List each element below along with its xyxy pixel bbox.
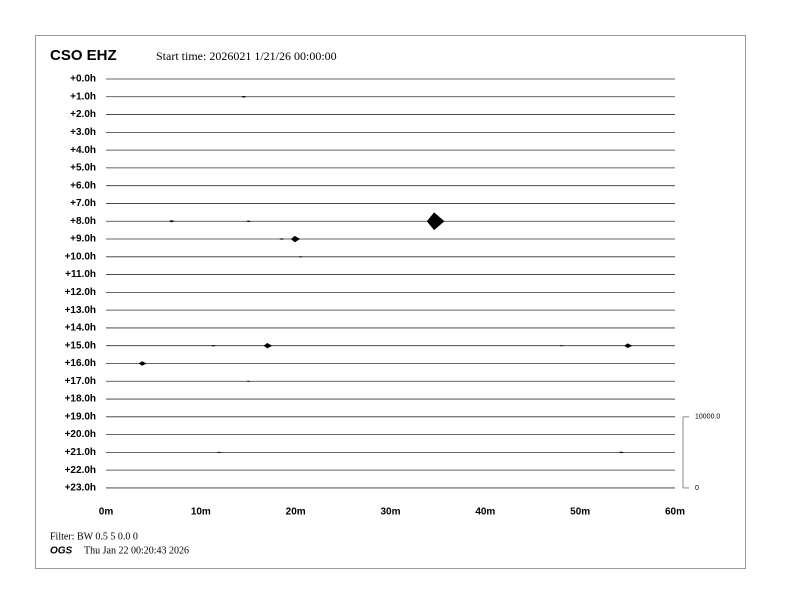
- row-label: +1.0h: [70, 91, 96, 102]
- row-label: +8.0h: [70, 216, 96, 227]
- row-label: +13.0h: [65, 305, 96, 316]
- row-label: +4.0h: [70, 145, 96, 156]
- event: [245, 220, 252, 222]
- x-tick-label: 10m: [191, 507, 211, 518]
- row-label: +15.0h: [65, 340, 96, 351]
- event: [290, 235, 301, 243]
- row-label: +3.0h: [70, 127, 96, 138]
- event: [245, 380, 252, 382]
- event: [558, 345, 565, 347]
- event: [618, 451, 625, 454]
- row-label: +6.0h: [70, 180, 96, 191]
- row-label: +20.0h: [65, 429, 96, 440]
- row-label: +5.0h: [70, 163, 96, 174]
- scale-label: 0: [695, 485, 699, 492]
- x-tick-label: 0m: [99, 507, 114, 518]
- generated: Thu Jan 22 00:20:43 2026: [84, 545, 189, 556]
- x-tick-label: 40m: [475, 507, 495, 518]
- row-label: +7.0h: [70, 198, 96, 209]
- row-label: +2.0h: [70, 109, 96, 120]
- event: [216, 451, 223, 453]
- x-tick-label: 20m: [286, 507, 306, 518]
- chart-title: CSO EHZ: [50, 47, 117, 64]
- row-label: +19.0h: [65, 411, 96, 422]
- subtitle: Start time: 2026021 1/21/26 00:00:00: [156, 49, 337, 63]
- agency: OGS: [50, 546, 73, 557]
- frame: [35, 35, 746, 569]
- row-label: +9.0h: [70, 234, 96, 245]
- event: [138, 361, 147, 366]
- row-label: +14.0h: [65, 323, 96, 334]
- row-label: +11.0h: [65, 269, 96, 280]
- event: [263, 342, 273, 349]
- row-label: +17.0h: [65, 376, 96, 387]
- event: [279, 238, 285, 240]
- row-label: +21.0h: [65, 447, 96, 458]
- row-label: +16.0h: [65, 358, 96, 369]
- x-tick-label: 60m: [665, 507, 685, 518]
- event: [426, 212, 445, 231]
- row-label: +12.0h: [65, 287, 96, 298]
- event: [210, 344, 217, 347]
- filter: Filter: BW 0.5 5 0.0 0: [50, 531, 138, 542]
- row-label: +0.0h: [70, 74, 96, 85]
- scale-label: 10000.0: [695, 414, 720, 421]
- row-label: +10.0h: [65, 251, 96, 262]
- event: [240, 95, 248, 98]
- x-tick-label: 50m: [570, 507, 590, 518]
- row-label: +18.0h: [65, 394, 96, 405]
- row-label: +22.0h: [65, 465, 96, 476]
- row-label: +23.0h: [65, 483, 96, 494]
- event: [168, 220, 176, 223]
- event: [624, 343, 633, 348]
- event: [298, 256, 304, 258]
- x-tick-label: 30m: [380, 507, 400, 518]
